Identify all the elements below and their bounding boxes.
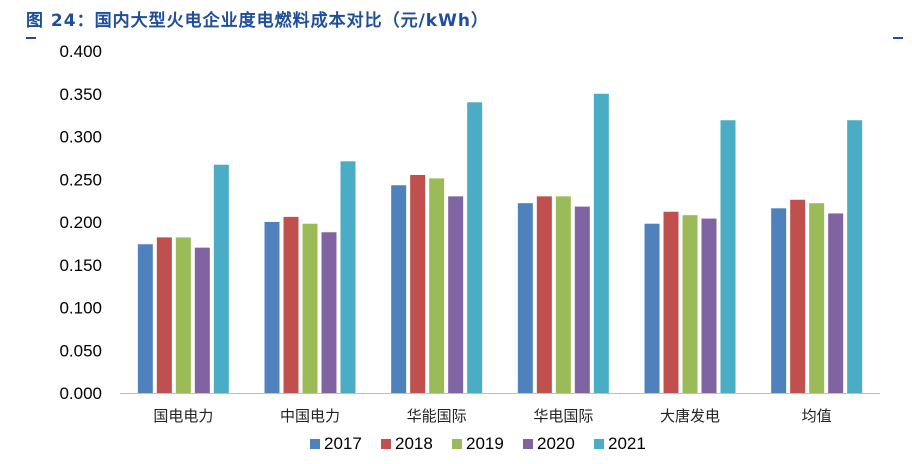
legend-swatch-2020 bbox=[523, 439, 533, 449]
y-tick-label: 0.400 bbox=[59, 42, 102, 61]
bar-2017-1 bbox=[137, 244, 153, 393]
bar-2019-4 bbox=[555, 196, 571, 393]
bar-2021-3 bbox=[467, 102, 483, 394]
x-category-label: 均值 bbox=[802, 407, 832, 425]
bar-2019-3 bbox=[429, 178, 445, 393]
bar-2019-1 bbox=[175, 237, 191, 393]
bar-2020-4 bbox=[574, 206, 590, 393]
y-tick-label: 0.350 bbox=[59, 85, 102, 104]
bar-2019-6 bbox=[809, 203, 825, 393]
legend-swatch-2021 bbox=[594, 439, 604, 449]
bar-2019-2 bbox=[302, 223, 318, 393]
bar-2018-4 bbox=[536, 196, 552, 393]
bar-2018-1 bbox=[156, 237, 172, 393]
bar-2017-4 bbox=[517, 203, 533, 393]
bar-2020-5 bbox=[701, 218, 717, 393]
legend-swatch-2018 bbox=[381, 439, 391, 449]
y-tick-label: 0.100 bbox=[59, 299, 102, 318]
title-rule-left bbox=[26, 37, 36, 39]
bar-2017-3 bbox=[391, 185, 407, 393]
bar-2021-4 bbox=[593, 93, 609, 393]
x-category-label: 大唐发电 bbox=[660, 407, 720, 425]
bar-2020-3 bbox=[448, 196, 464, 393]
x-category-label: 华电国际 bbox=[533, 407, 593, 425]
chart-title: 图 24：国内大型火电企业度电燃料成本对比（元/kWh） bbox=[26, 11, 489, 31]
title-rule-right bbox=[893, 37, 903, 39]
y-tick-label: 0.300 bbox=[59, 128, 102, 147]
legend-label: 2019 bbox=[466, 434, 504, 453]
y-tick-label: 0.150 bbox=[59, 256, 102, 275]
legend-label: 2020 bbox=[537, 434, 575, 453]
bar-2020-2 bbox=[321, 232, 337, 393]
y-tick-label: 0.250 bbox=[59, 170, 102, 189]
bar-2021-1 bbox=[213, 164, 229, 393]
bar-2020-1 bbox=[194, 247, 210, 393]
y-tick-label: 0.050 bbox=[59, 341, 102, 360]
bar-2021-5 bbox=[720, 120, 736, 393]
x-category-label: 华能国际 bbox=[407, 407, 467, 425]
bar-2021-2 bbox=[340, 161, 356, 393]
bar-2017-2 bbox=[264, 222, 280, 393]
bar-2019-5 bbox=[682, 215, 698, 393]
legend-label: 2017 bbox=[324, 434, 362, 453]
bar-2018-5 bbox=[663, 211, 679, 393]
legend-label: 2018 bbox=[395, 434, 433, 453]
bar-2018-3 bbox=[410, 174, 426, 393]
bar-2018-6 bbox=[790, 199, 806, 393]
bar-2017-5 bbox=[644, 223, 660, 393]
x-category-label: 国电电力 bbox=[153, 407, 213, 425]
y-tick-label: 0.200 bbox=[59, 213, 102, 232]
x-category-label: 中国电力 bbox=[280, 407, 340, 425]
bar-2017-6 bbox=[771, 208, 787, 393]
y-tick-label: 0.000 bbox=[59, 384, 102, 403]
legend-swatch-2019 bbox=[452, 439, 462, 449]
legend-label: 2021 bbox=[608, 434, 646, 453]
bar-2021-6 bbox=[847, 120, 863, 393]
legend-swatch-2017 bbox=[310, 439, 320, 449]
bar-2020-6 bbox=[828, 213, 844, 393]
bar-2018-2 bbox=[283, 216, 299, 393]
